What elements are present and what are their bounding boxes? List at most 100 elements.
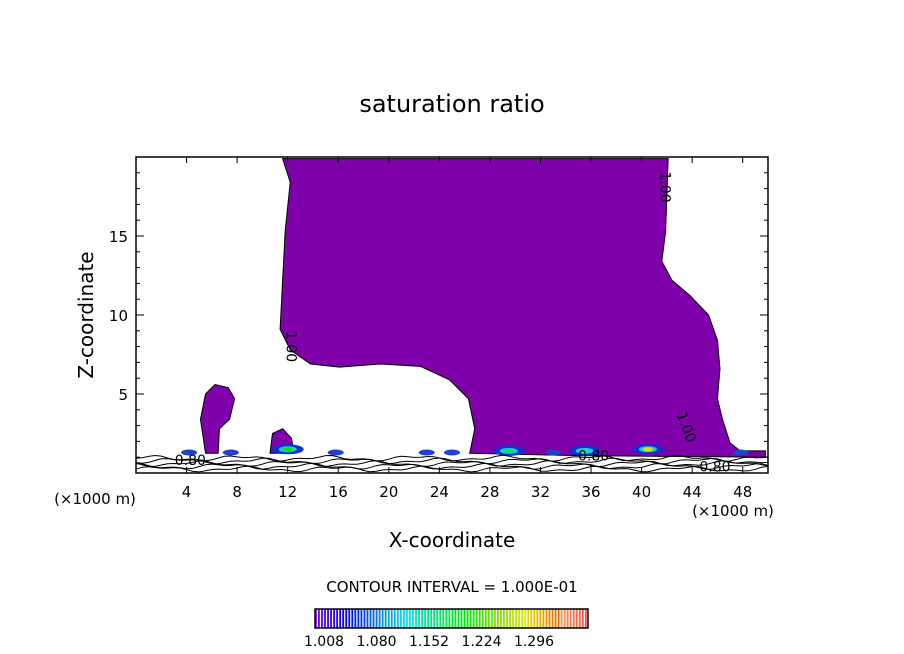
colorbar-swatch [515, 609, 518, 628]
colorbar-swatch [339, 609, 342, 628]
contour-lines [135, 454, 769, 473]
colorbar-swatch [387, 609, 390, 628]
contour-label: 1.00 [282, 331, 298, 362]
peak-core [282, 447, 293, 452]
y-tick-label: 5 [118, 386, 128, 404]
peak-small [545, 449, 562, 456]
x-tick-label: 4 [182, 483, 192, 501]
colorbar-swatch [409, 609, 411, 628]
colorbar-tick-label: 1.008 [304, 634, 344, 650]
x-tick-label: 28 [480, 483, 499, 501]
colorbar-swatch [469, 609, 472, 628]
colorbar-swatch [345, 609, 348, 628]
colorbar-swatch [315, 609, 317, 628]
colorbar-tick-label: 1.224 [461, 634, 501, 650]
colorbar-swatch [560, 609, 563, 628]
colorbar [315, 609, 587, 628]
colorbar-swatch [439, 609, 442, 628]
colorbar-swatch [366, 609, 369, 628]
x-tick-label: 48 [733, 483, 752, 501]
colorbar-frame [314, 608, 589, 629]
colorbar-swatch [536, 609, 539, 628]
contour-label: 0.80 [699, 459, 730, 475]
colorbar-swatch [460, 609, 463, 628]
colorbar-swatch [357, 609, 360, 628]
peak-small [418, 449, 435, 456]
colorbar-swatch [484, 609, 487, 628]
contour-interval-label: CONTOUR INTERVAL = 1.000E-01 [326, 578, 577, 596]
colorbar-swatch [393, 609, 396, 628]
colorbar-swatch [399, 609, 402, 628]
colorbar-swatch [375, 609, 378, 628]
colorbar-swatch [421, 609, 423, 628]
colorbar-swatch [445, 609, 448, 628]
colorbar-swatch [557, 609, 560, 628]
x-tick-label: 40 [632, 483, 651, 501]
colorbar-swatch [503, 609, 505, 628]
colorbar-swatch [584, 609, 587, 628]
peak-small [181, 449, 198, 456]
colorbar-swatch [363, 609, 366, 628]
peak-core [579, 448, 590, 453]
colorbar-swatch [351, 609, 354, 628]
colorbar-swatch [530, 609, 533, 628]
colorbar-swatch [360, 609, 363, 628]
colorbar-swatch [324, 609, 326, 628]
x-axis-label: X-coordinate [389, 528, 516, 552]
colorbar-swatch [448, 609, 451, 628]
colorbar-swatch [572, 609, 575, 628]
colorbar-swatch [424, 609, 427, 628]
saturated-region [199, 383, 236, 454]
colorbar-swatch [493, 609, 496, 628]
y-axis-label: Z-coordinate [74, 251, 98, 378]
contour-line [135, 454, 769, 462]
colorbar-swatch [369, 609, 372, 628]
colorbar-swatch [321, 609, 323, 628]
colorbar-swatch [327, 609, 329, 628]
colorbar-tick-label: 1.152 [409, 634, 449, 650]
colorbar-swatch [578, 609, 581, 628]
colorbar-swatch [563, 609, 566, 628]
colorbar-swatch [533, 609, 536, 628]
colorbar-swatch [512, 609, 514, 628]
x-tick-label: 32 [531, 483, 550, 501]
peak-small [222, 449, 239, 456]
colorbar-swatch [466, 609, 469, 628]
colorbar-swatch [521, 609, 524, 628]
colorbar-swatch [548, 609, 551, 628]
colorbar-swatch [384, 609, 387, 628]
colorbar-swatch [569, 609, 572, 628]
saturated-regions [199, 158, 766, 458]
colorbar-swatch [497, 609, 499, 628]
peak-spots [181, 444, 749, 456]
colorbar-swatch [463, 609, 466, 628]
colorbar-swatch [418, 609, 420, 628]
colorbar-swatch [378, 609, 381, 628]
colorbar-swatch [500, 609, 502, 628]
x-tick-label: 16 [329, 483, 348, 501]
colorbar-swatch [406, 609, 408, 628]
colorbar-swatch [490, 609, 493, 628]
peak-core [642, 447, 653, 452]
chart-title: saturation ratio [359, 90, 544, 118]
colorbar-swatch [390, 609, 393, 628]
colorbar-swatch [518, 609, 521, 628]
colorbar-swatch [333, 609, 336, 628]
colorbar-tick-label: 1.296 [514, 634, 554, 650]
colorbar-swatch [481, 609, 484, 628]
contour-label: 0.80 [175, 453, 206, 469]
colorbar-swatch [454, 609, 457, 628]
contour-label: 1.00 [657, 171, 673, 202]
colorbar-swatch [527, 609, 530, 628]
saturated-region [279, 158, 766, 458]
colorbar-swatch [436, 609, 439, 628]
colorbar-swatch [545, 609, 548, 628]
colorbar-swatch [539, 609, 542, 628]
colorbar-swatch [430, 609, 433, 628]
colorbar-swatch [381, 609, 384, 628]
colorbar-swatch [509, 609, 511, 628]
colorbar-swatch [402, 609, 405, 628]
colorbar-swatch [506, 609, 508, 628]
